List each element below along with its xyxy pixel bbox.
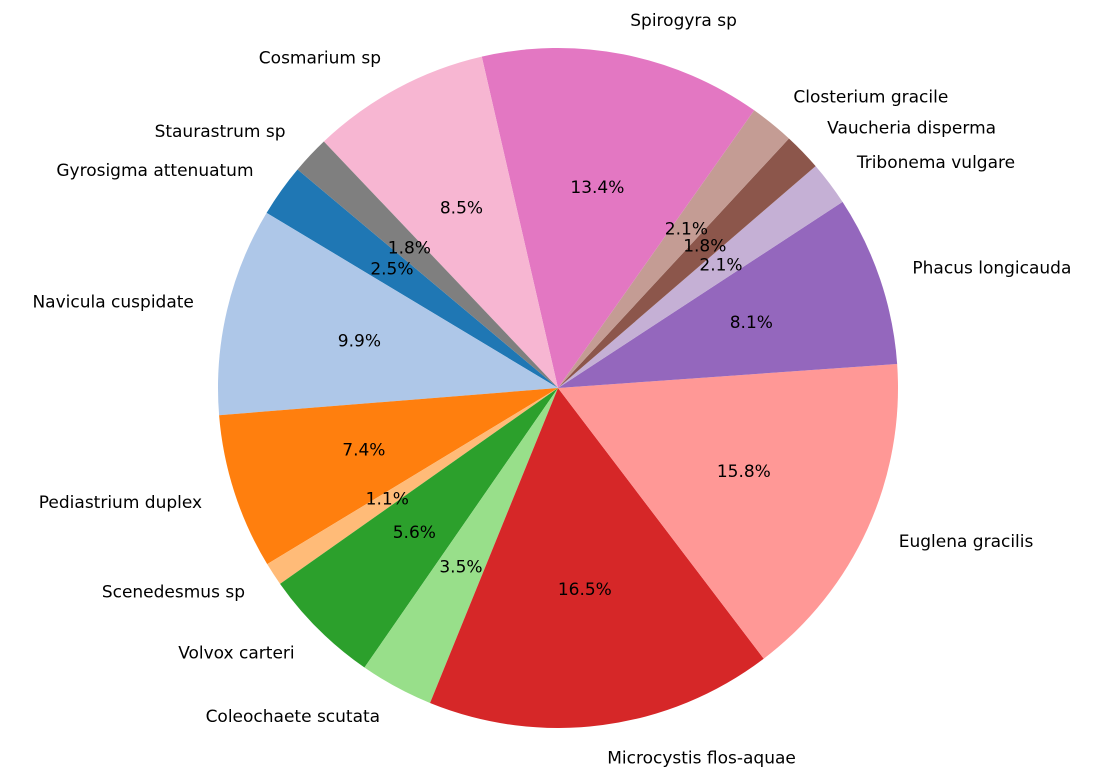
- pct-label: 1.8%: [683, 236, 726, 256]
- pct-label: 1.8%: [388, 238, 431, 258]
- slice-label: Navicula cuspidate: [32, 293, 193, 313]
- pie-slice: [218, 212, 558, 416]
- pie-slice: [219, 388, 558, 565]
- pie-slice: [558, 110, 789, 388]
- pct-label: 2.5%: [370, 260, 413, 280]
- pct-label: 5.6%: [393, 523, 436, 543]
- slice-label: Staurastrum sp: [155, 122, 286, 142]
- pie-slice: [558, 138, 816, 388]
- slice-label: Euglena gracilis: [899, 532, 1034, 552]
- pct-label: 7.4%: [342, 441, 385, 461]
- pct-label: 3.5%: [439, 557, 482, 577]
- pie-slice: [558, 363, 898, 659]
- slice-label: Pediastrium duplex: [39, 493, 202, 513]
- slice-label: Phacus longicauda: [912, 259, 1071, 279]
- pct-label: 8.1%: [730, 313, 773, 333]
- pct-label: 2.1%: [699, 255, 742, 275]
- pie-slice: [266, 169, 558, 388]
- pct-label: 16.5%: [558, 580, 612, 600]
- slice-label: Microcystis flos-aquae: [607, 749, 796, 769]
- pct-label: 1.1%: [366, 490, 409, 510]
- slice-label: Coleochaete scutata: [206, 707, 381, 727]
- pct-label: 8.5%: [440, 198, 483, 218]
- pie-slice: [558, 166, 843, 388]
- pct-label: 2.1%: [665, 219, 708, 239]
- slice-label: Cosmarium sp: [259, 49, 381, 69]
- pie-slice: [297, 141, 558, 388]
- pie-slice: [323, 56, 558, 389]
- pie-slice: [364, 388, 558, 704]
- slice-label: Volvox carteri: [178, 644, 294, 664]
- pct-label: 15.8%: [717, 462, 771, 482]
- slice-label: Gyrosigma attenuatum: [56, 161, 253, 181]
- pie-slice: [558, 201, 898, 388]
- slice-label: Scenedesmus sp: [102, 583, 245, 603]
- pct-label: 9.9%: [338, 331, 381, 351]
- slice-label: Vaucheria disperma: [827, 118, 996, 138]
- slice-label: Spirogyra sp: [630, 11, 737, 31]
- pie-slice: [481, 48, 755, 389]
- slice-label: Tribonema vulgare: [856, 153, 1015, 173]
- pie-slice: [267, 388, 558, 584]
- pie-slice: [280, 388, 558, 668]
- pct-label: 13.4%: [570, 178, 624, 198]
- slice-label: Closterium gracile: [793, 87, 948, 107]
- pie-slice: [430, 388, 764, 729]
